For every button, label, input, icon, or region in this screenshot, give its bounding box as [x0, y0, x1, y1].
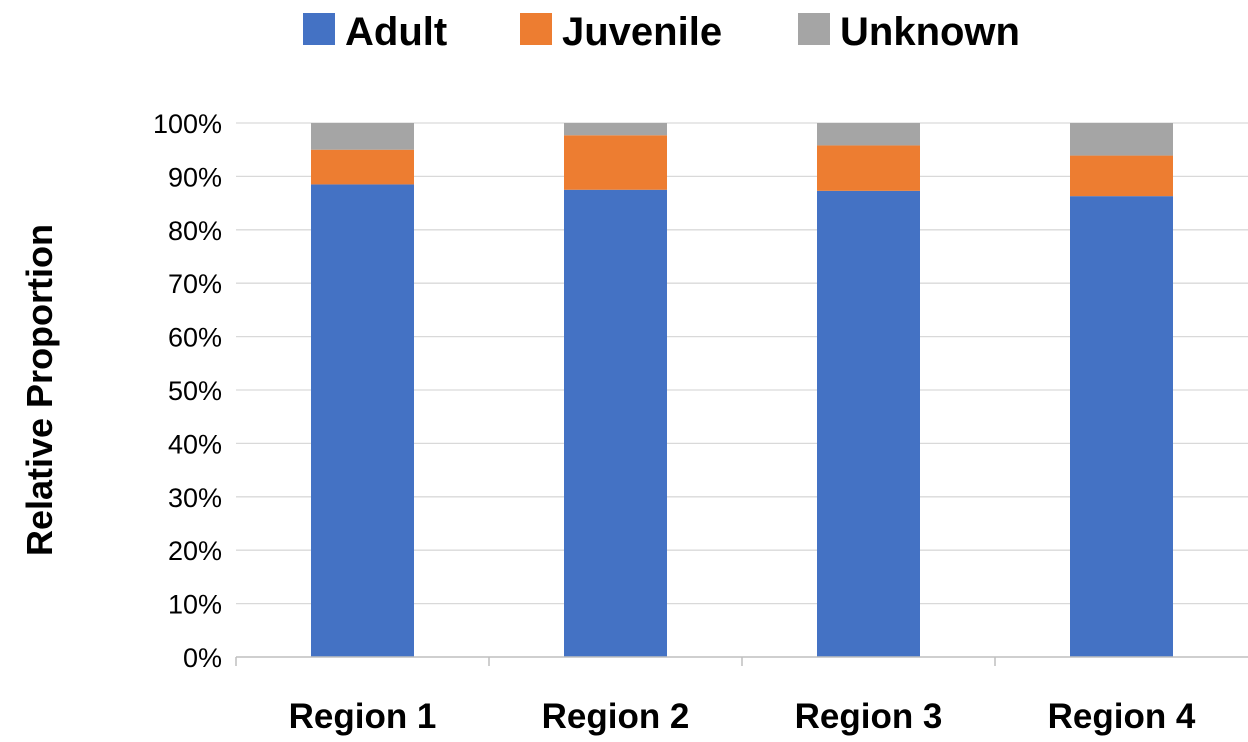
bar-adult-4 — [1070, 196, 1173, 657]
legend: Adult Juvenile Unknown — [303, 10, 1020, 54]
bar-adult-3 — [817, 190, 920, 657]
y-tick-label: 40% — [168, 429, 222, 459]
y-axis-title: Relative Proportion — [19, 224, 60, 556]
bar-unknown-2 — [564, 123, 667, 136]
y-tick-label: 50% — [168, 376, 222, 406]
y-tick-label: 0% — [183, 643, 222, 673]
y-tick-label: 10% — [168, 590, 222, 620]
y-tick-label: 20% — [168, 536, 222, 566]
legend-label-juvenile: Juvenile — [562, 10, 722, 54]
y-axis-ticks: 0% 10% 20% 30% 40% 50% 60% 70% 80% 90% 100% — [153, 109, 222, 673]
x-tick-label: Region 4 — [1048, 697, 1196, 736]
x-tick-label: Region 2 — [542, 697, 690, 736]
bar-unknown-1 — [311, 123, 414, 150]
bar-juvenile-4 — [1070, 155, 1173, 197]
y-tick-label: 90% — [168, 162, 222, 192]
bar-adult-2 — [564, 189, 667, 657]
y-tick-label: 100% — [153, 109, 222, 139]
x-tick-label: Region 3 — [795, 697, 943, 736]
bar-juvenile-1 — [311, 149, 414, 185]
bars — [311, 123, 1173, 657]
bar-juvenile-2 — [564, 135, 667, 190]
x-axis: Region 1 Region 2 Region 3 Region 4 — [235, 656, 1248, 736]
bar-juvenile-3 — [817, 145, 920, 191]
legend-swatch-juvenile — [520, 13, 552, 45]
bar-adult-1 — [311, 184, 414, 657]
y-tick-label: 30% — [168, 483, 222, 513]
legend-swatch-unknown — [798, 13, 830, 45]
legend-swatch-adult — [303, 13, 335, 45]
y-tick-label: 80% — [168, 216, 222, 246]
bar-unknown-4 — [1070, 123, 1173, 156]
bar-unknown-3 — [817, 123, 920, 146]
y-tick-label: 70% — [168, 269, 222, 299]
legend-label-adult: Adult — [345, 10, 447, 54]
legend-label-unknown: Unknown — [840, 10, 1020, 54]
x-tick-label: Region 1 — [289, 697, 437, 736]
y-tick-label: 60% — [168, 323, 222, 353]
